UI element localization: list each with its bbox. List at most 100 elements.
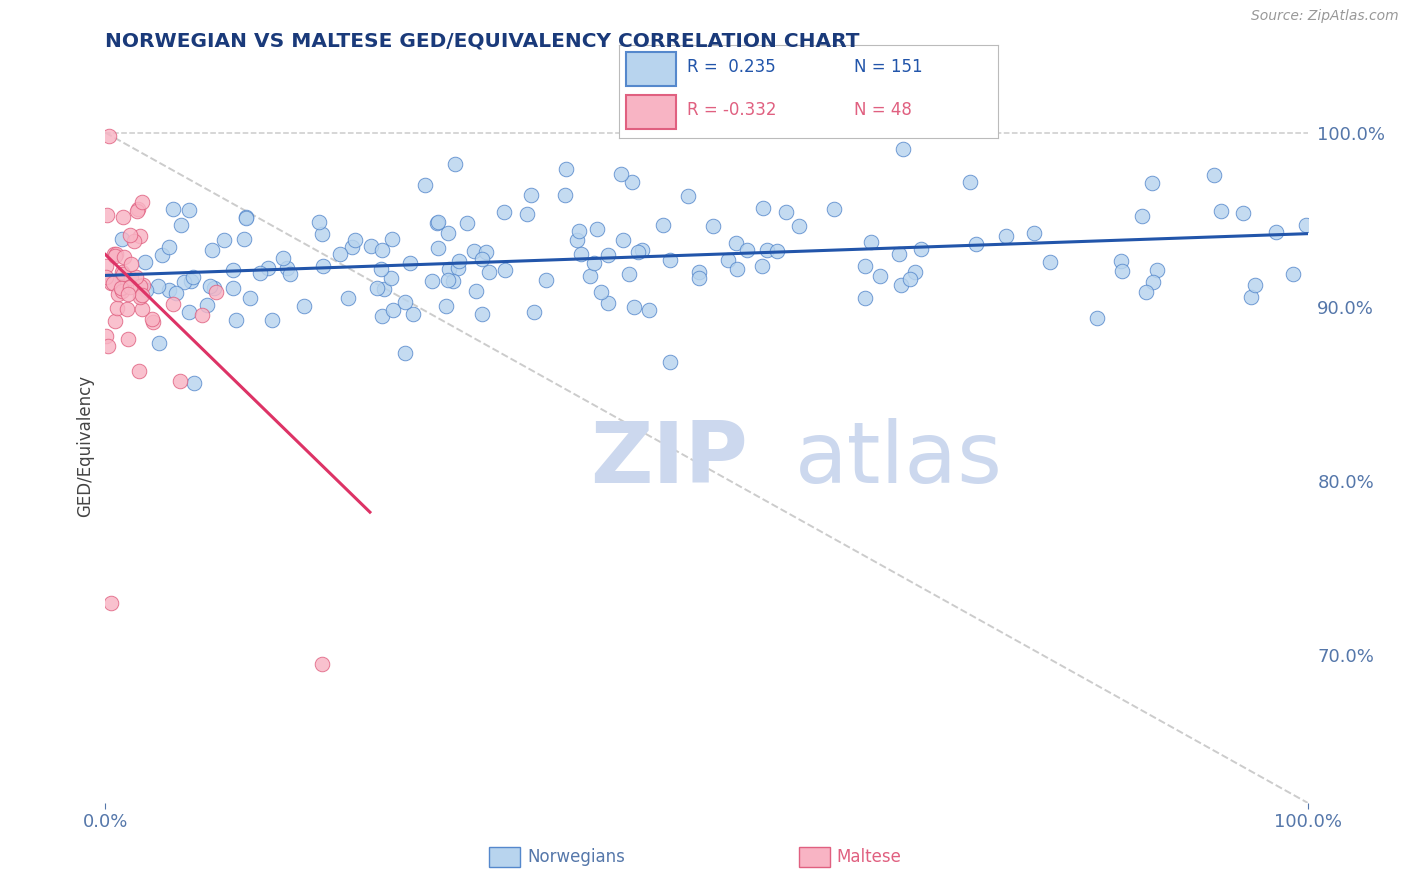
Point xyxy=(555,162,578,177)
Point xyxy=(360,239,382,253)
Text: Maltese: Maltese xyxy=(837,848,901,866)
Point xyxy=(371,309,394,323)
Point xyxy=(1109,254,1132,268)
Point xyxy=(1142,275,1164,289)
FancyBboxPatch shape xyxy=(626,95,675,129)
Point xyxy=(737,243,759,257)
Point xyxy=(110,275,132,289)
Point xyxy=(702,219,724,233)
Point xyxy=(278,267,301,281)
Point xyxy=(586,221,609,235)
Point xyxy=(516,207,538,221)
Point xyxy=(373,282,395,296)
Point xyxy=(225,313,247,327)
Point xyxy=(621,175,644,189)
Point xyxy=(198,279,221,293)
Point xyxy=(132,277,155,292)
Point xyxy=(127,204,149,219)
Point xyxy=(724,235,747,250)
Point xyxy=(638,302,661,317)
Point xyxy=(371,244,394,258)
Point xyxy=(308,215,330,229)
Point xyxy=(891,142,914,156)
Point xyxy=(195,298,218,312)
Point xyxy=(520,188,543,202)
Point xyxy=(1135,285,1157,299)
Point xyxy=(898,272,921,286)
Point xyxy=(94,269,117,284)
Point xyxy=(110,281,132,295)
Point xyxy=(598,248,620,262)
Point xyxy=(239,291,262,305)
Point xyxy=(181,270,204,285)
Point xyxy=(394,295,416,310)
Point xyxy=(180,274,202,288)
Point xyxy=(112,250,135,264)
Point xyxy=(436,227,458,241)
Point xyxy=(1087,310,1109,325)
Point xyxy=(1146,262,1168,277)
Point xyxy=(148,279,170,293)
Point xyxy=(676,189,699,203)
Point xyxy=(212,233,235,247)
Point xyxy=(257,261,280,276)
Point xyxy=(262,313,284,327)
Point xyxy=(173,275,195,289)
Point xyxy=(205,285,228,299)
Point xyxy=(1240,290,1263,304)
Point xyxy=(292,299,315,313)
Point xyxy=(104,250,127,264)
Point xyxy=(128,290,150,304)
Point xyxy=(103,276,125,290)
Point xyxy=(523,305,546,319)
Point xyxy=(1264,225,1286,239)
Point xyxy=(853,291,876,305)
Point xyxy=(177,305,200,319)
Point xyxy=(904,265,927,279)
Point xyxy=(752,202,775,216)
FancyBboxPatch shape xyxy=(626,52,675,86)
Point xyxy=(157,283,180,297)
Point xyxy=(129,228,152,243)
Point xyxy=(475,245,498,260)
Point xyxy=(579,269,602,284)
Point xyxy=(370,261,392,276)
Point xyxy=(129,279,152,293)
Point xyxy=(169,374,191,388)
Point xyxy=(659,253,682,268)
Point xyxy=(569,246,592,260)
Point xyxy=(127,202,149,217)
Point xyxy=(869,268,891,283)
Text: atlas: atlas xyxy=(794,417,1002,501)
Point xyxy=(651,218,673,232)
Text: ZIP: ZIP xyxy=(591,417,748,501)
Point xyxy=(134,255,156,269)
Point xyxy=(1111,264,1133,278)
Point xyxy=(437,262,460,277)
Point xyxy=(235,210,257,224)
Point xyxy=(471,252,494,267)
Point xyxy=(111,265,134,279)
Point xyxy=(117,332,139,346)
Point xyxy=(617,268,640,282)
Point xyxy=(169,218,191,232)
Point xyxy=(1130,209,1153,223)
Point xyxy=(623,300,645,314)
Point xyxy=(449,254,471,268)
Point xyxy=(120,257,142,271)
Point xyxy=(135,283,157,297)
Point xyxy=(329,246,352,260)
Point xyxy=(222,263,245,277)
Point xyxy=(1282,268,1305,282)
Point xyxy=(456,215,478,229)
Text: N = 48: N = 48 xyxy=(853,101,912,120)
Point xyxy=(202,281,225,295)
Point xyxy=(112,280,135,294)
Point xyxy=(118,227,141,242)
Point xyxy=(190,309,212,323)
Point xyxy=(596,295,619,310)
Point xyxy=(342,240,364,254)
Text: R = -0.332: R = -0.332 xyxy=(688,101,776,120)
Point xyxy=(437,273,460,287)
Point xyxy=(554,188,576,202)
